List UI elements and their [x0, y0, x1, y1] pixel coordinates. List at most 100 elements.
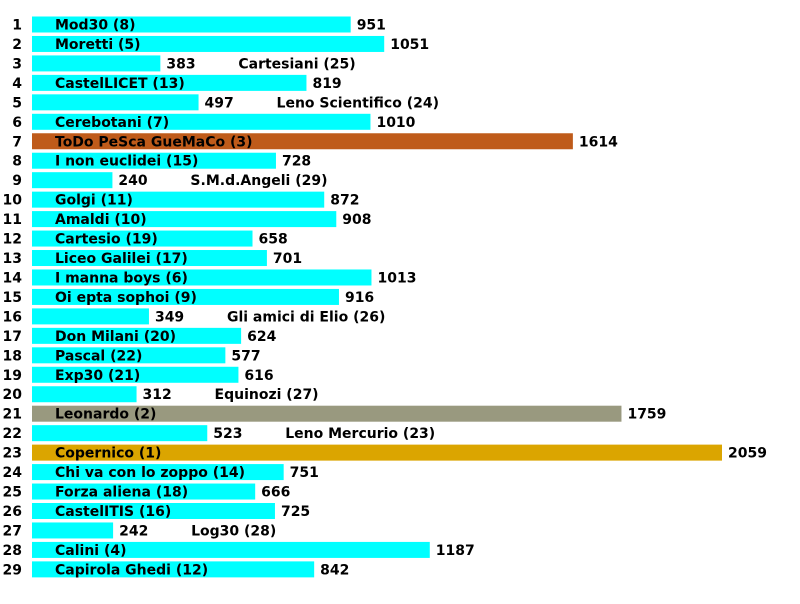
team-label: S.M.d.Angeli (29): [190, 173, 327, 189]
bar: [32, 541, 430, 558]
rank-label: 2: [12, 37, 22, 53]
value-label: 497: [205, 95, 234, 111]
rank-label: 19: [3, 368, 22, 384]
value-label: 1759: [627, 407, 666, 423]
team-label: Chi va con lo zoppo (14): [55, 465, 245, 481]
bar: [32, 133, 573, 150]
rank-label: 8: [12, 154, 22, 170]
rank-label: 25: [3, 485, 22, 501]
rank-label: 18: [3, 348, 22, 364]
team-label: Cartesiani (25): [238, 56, 355, 72]
team-label: Moretti (5): [55, 37, 141, 53]
rank-label: 29: [3, 562, 22, 578]
value-label: 728: [282, 154, 311, 170]
bar: [32, 503, 275, 519]
bar: [32, 16, 351, 33]
rank-label: 10: [3, 193, 23, 209]
rank-label: 16: [3, 309, 22, 325]
bar: [32, 191, 325, 208]
bar: [32, 250, 267, 267]
team-label: Oi epta sophoi (9): [55, 290, 197, 306]
team-label: Capirola Ghedi (12): [55, 562, 208, 578]
team-label: Cartesio (19): [55, 232, 158, 248]
rank-label: 22: [3, 426, 22, 442]
value-label: 1013: [377, 270, 416, 286]
rank-label: 14: [3, 270, 23, 286]
bar: [32, 561, 315, 578]
value-label: 1187: [436, 543, 475, 559]
bar: [32, 211, 337, 228]
bar: [32, 425, 208, 442]
rank-label: 11: [3, 212, 22, 228]
value-label: 1614: [579, 134, 618, 150]
value-label: 616: [244, 368, 273, 384]
value-label: 751: [290, 465, 319, 481]
bar: [32, 444, 722, 461]
team-label: Forza aliena (18): [55, 485, 188, 501]
team-label: I manna boys (6): [55, 270, 188, 286]
value-label: 523: [213, 426, 242, 442]
team-label: Pascal (22): [55, 348, 142, 364]
bar: [32, 483, 256, 500]
value-label: 701: [273, 251, 302, 267]
rank-label: 6: [12, 115, 22, 131]
bar: [32, 366, 239, 383]
rank-label: 7: [12, 134, 22, 150]
value-label: 2059: [728, 446, 767, 462]
rank-label: 26: [3, 504, 22, 520]
team-label: Cerebotani (7): [55, 115, 169, 131]
value-label: 819: [312, 76, 341, 92]
team-label: Leno Scientifico (24): [277, 95, 439, 111]
value-label: 666: [261, 485, 290, 501]
team-label: Mod30 (8): [55, 18, 135, 34]
bar: [32, 347, 226, 364]
team-label: Leonardo (2): [55, 407, 156, 423]
team-label: Equinozi (27): [215, 387, 319, 403]
team-label: Gli amici di Elio (26): [227, 309, 385, 325]
team-label: Calini (4): [55, 543, 127, 559]
rank-label: 27: [3, 523, 22, 539]
rank-label: 15: [3, 290, 22, 306]
value-label: 658: [259, 232, 288, 248]
value-label: 383: [166, 56, 195, 72]
rank-label: 3: [12, 56, 22, 72]
team-label: Copernico (1): [55, 446, 161, 462]
rank-label: 9: [12, 173, 22, 189]
value-label: 312: [143, 387, 172, 403]
bar: [32, 152, 276, 169]
value-label: 842: [320, 562, 349, 578]
team-label: Golgi (11): [55, 193, 133, 209]
team-label: Don Milani (20): [55, 329, 176, 345]
team-label: ToDo PeSca GueMaCo (3): [55, 134, 253, 150]
team-label: CastelITIS (16): [55, 504, 171, 520]
bar: [32, 74, 307, 91]
team-label: Leno Mercurio (23): [285, 426, 435, 442]
bar: [32, 464, 284, 481]
bar: [32, 308, 149, 325]
rank-label: 17: [3, 329, 22, 345]
rank-label: 23: [3, 446, 22, 462]
value-label: 577: [231, 348, 260, 364]
bar: [32, 288, 339, 305]
team-label: CastelLICET (13): [55, 76, 185, 92]
rank-label: 12: [3, 232, 22, 248]
value-label: 725: [281, 504, 310, 520]
bar: [32, 55, 161, 72]
rank-label: 21: [3, 407, 22, 423]
rank-label: 1: [12, 18, 22, 34]
rank-label: 4: [12, 76, 22, 92]
rank-label: 13: [3, 251, 22, 267]
value-label: 951: [357, 18, 386, 34]
rank-label: 20: [3, 387, 23, 403]
team-label: Exp30 (21): [55, 368, 140, 384]
bar: [32, 327, 242, 344]
bar: [32, 113, 371, 130]
value-label: 872: [330, 193, 359, 209]
team-label: I non euclidei (15): [55, 154, 198, 170]
team-label: Amaldi (10): [55, 212, 147, 228]
bar: [32, 94, 199, 111]
value-label: 349: [155, 309, 184, 325]
bar: [32, 522, 114, 539]
rank-label: 24: [3, 465, 23, 481]
